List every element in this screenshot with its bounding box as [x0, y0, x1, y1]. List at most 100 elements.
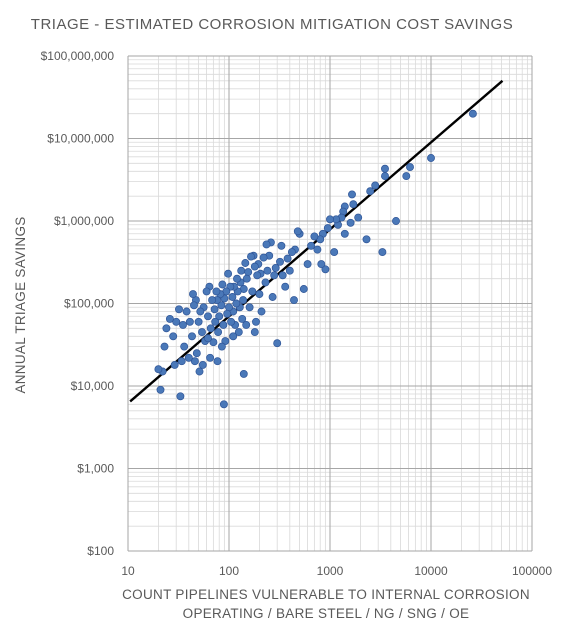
x-axis-ticks: 10 100 1000 10000 100000	[121, 564, 552, 578]
data-point	[381, 164, 389, 173]
data-point	[362, 235, 371, 244]
data-point	[366, 187, 375, 196]
x-axis-label-line-2: OPERATING / BARE STEEL / NG / SNG / OE	[183, 606, 470, 621]
data-point	[185, 317, 194, 326]
data-point	[378, 248, 387, 257]
data-point	[172, 317, 181, 326]
data-point	[188, 332, 196, 341]
data-point	[287, 248, 296, 257]
data-point	[268, 293, 277, 301]
data-point	[162, 324, 171, 333]
data-point	[198, 360, 207, 369]
data-point	[194, 317, 203, 326]
y-axis-label: ANNUAL TRIAGE SAVINGS	[13, 216, 28, 393]
data-point	[227, 317, 236, 326]
y-tick-label: $1,000,000	[54, 214, 114, 228]
data-point	[182, 307, 191, 316]
data-point	[239, 296, 248, 305]
data-point	[348, 190, 356, 199]
data-point	[293, 227, 302, 236]
data-point	[175, 305, 183, 314]
data-point	[184, 353, 193, 362]
data-point	[354, 213, 363, 222]
data-point	[307, 241, 316, 250]
data-point	[261, 278, 270, 287]
data-point	[190, 301, 198, 310]
x-tick-label: 1000	[317, 564, 344, 578]
x-tick-label: 10000	[414, 564, 448, 578]
y-tick-label: $100,000	[64, 297, 114, 311]
data-point	[278, 271, 287, 280]
data-point	[259, 253, 268, 262]
data-point	[217, 342, 226, 351]
data-point	[206, 353, 215, 362]
data-point	[196, 307, 205, 316]
chart-title: TRIAGE - ESTIMATED CORROSION MITIGATION …	[31, 16, 513, 33]
data-point	[247, 252, 255, 261]
data-point	[228, 293, 237, 301]
data-point	[321, 265, 330, 274]
data-point	[217, 301, 226, 310]
data-point	[156, 385, 165, 394]
data-point	[176, 392, 185, 401]
data-point	[177, 357, 186, 366]
data-point	[271, 263, 280, 272]
data-point	[211, 317, 220, 326]
data-point	[169, 332, 178, 341]
data-point	[290, 296, 298, 305]
data-point	[190, 357, 199, 366]
data-point	[223, 309, 232, 318]
y-tick-label: $1,000	[77, 462, 114, 476]
data-point	[219, 320, 228, 329]
data-point	[208, 296, 217, 305]
data-point	[250, 262, 259, 271]
data-point	[253, 271, 262, 280]
data-point	[273, 339, 282, 348]
data-point	[242, 320, 251, 329]
data-point	[281, 282, 290, 291]
data-point	[303, 260, 312, 269]
data-point	[154, 365, 163, 374]
y-tick-label: $10,000	[71, 379, 115, 393]
data-point	[285, 266, 294, 275]
data-point	[202, 287, 211, 296]
data-point	[402, 172, 411, 181]
data-point	[262, 240, 271, 249]
data-point	[427, 154, 435, 162]
data-point	[310, 232, 319, 241]
data-point	[170, 360, 179, 369]
data-point	[195, 367, 204, 376]
grid-lines	[127, 55, 533, 552]
y-tick-label: $100	[87, 544, 114, 558]
data-point	[371, 181, 380, 190]
data-point	[323, 224, 332, 233]
data-point	[210, 305, 219, 314]
trendline	[129, 79, 504, 403]
x-tick-label: 10	[121, 564, 135, 578]
x-axis-label-line-1: COUNT PIPELINES VULNERABLE TO INTERNAL C…	[122, 587, 530, 602]
data-point	[244, 268, 253, 277]
data-point	[468, 109, 477, 118]
data-point	[209, 338, 218, 347]
data-point	[212, 287, 221, 296]
data-point	[330, 248, 339, 257]
data-point	[406, 163, 414, 172]
data-point	[340, 229, 349, 238]
data-point	[270, 271, 279, 280]
data-point	[160, 342, 169, 351]
data-point	[204, 312, 212, 321]
data-points	[154, 109, 477, 409]
data-point	[392, 217, 400, 225]
data-point	[179, 320, 187, 329]
data-point	[245, 303, 254, 312]
data-point	[204, 334, 212, 343]
data-point	[299, 285, 308, 293]
data-point	[214, 328, 223, 337]
data-point	[241, 259, 250, 267]
data-point	[218, 280, 227, 289]
data-point	[313, 245, 322, 254]
data-point	[233, 274, 241, 283]
x-tick-label: 100	[219, 564, 239, 578]
data-point	[239, 369, 248, 378]
